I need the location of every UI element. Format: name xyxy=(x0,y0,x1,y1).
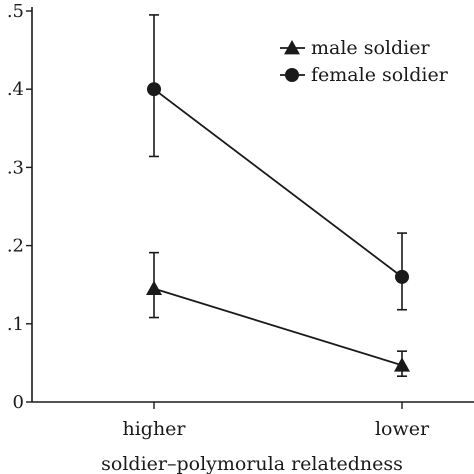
y-tick-label: .4 xyxy=(7,79,24,100)
series-line xyxy=(153,88,403,278)
legend-marker xyxy=(285,68,299,82)
axes: 0 .1 .2 .3 .4 .5 higher lower xyxy=(7,1,474,440)
legend-item: male soldier xyxy=(280,37,430,59)
data-point xyxy=(395,269,409,284)
y-tick-label: .2 xyxy=(7,236,24,257)
data-point xyxy=(394,357,410,372)
x-tick-label: higher xyxy=(122,418,186,440)
y-tick-label: .1 xyxy=(7,314,24,335)
legend-marker xyxy=(284,40,300,55)
series-female-soldier xyxy=(147,14,409,311)
series-layer xyxy=(146,14,410,377)
legend-label: female soldier xyxy=(311,64,449,86)
series-line xyxy=(153,287,403,367)
legend-item: female soldier xyxy=(280,64,449,86)
y-tick-label: .3 xyxy=(7,157,24,178)
y-tick-label: .5 xyxy=(7,1,24,22)
data-point xyxy=(146,280,162,296)
data-point xyxy=(147,82,161,97)
x-axis-title: soldier–polymorula relatedness xyxy=(101,453,403,474)
series-male-soldier xyxy=(146,251,410,377)
legend-label: male soldier xyxy=(311,37,430,59)
y-tick-label: 0 xyxy=(13,392,24,413)
x-tick-label: lower xyxy=(375,418,430,440)
legend: male soldier female soldier xyxy=(280,37,449,86)
